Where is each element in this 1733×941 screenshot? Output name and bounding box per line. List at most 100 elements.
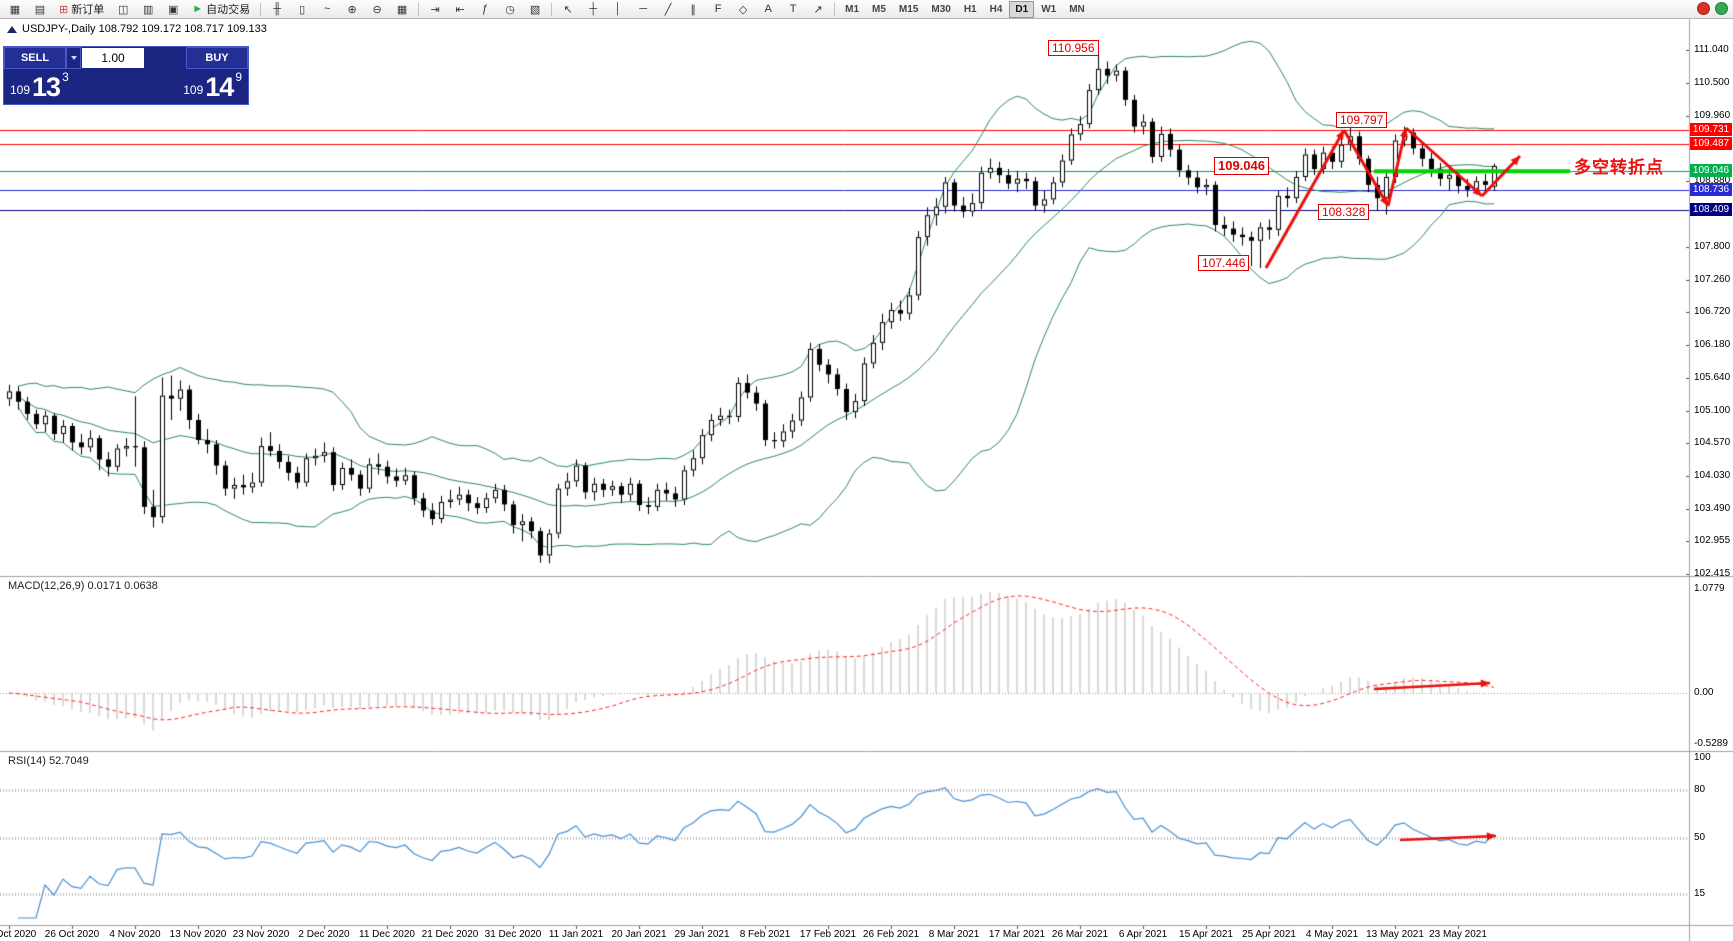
text-label-button[interactable]: T: [781, 0, 805, 18]
date-axis-label: 29 Jan 2021: [674, 929, 730, 940]
candlestick-mode-button[interactable]: ▯: [290, 0, 314, 18]
price-annotation[interactable]: 109.797: [1336, 112, 1388, 128]
date-axis-label: 21 Dec 2020: [421, 929, 479, 940]
price-annotation[interactable]: 108.328: [1318, 204, 1370, 220]
cursor-button[interactable]: ↖: [556, 0, 580, 18]
bar-chart-mode-button[interactable]: ╫: [265, 0, 289, 18]
text-icon: A: [764, 3, 772, 15]
date-axis-label: 4 May 2021: [1305, 929, 1359, 940]
text-button[interactable]: A: [756, 0, 780, 18]
rsi-axis-tick: 50: [1694, 832, 1706, 843]
price-axis-tick: 104.030: [1694, 469, 1731, 481]
indicators-list-button[interactable]: ƒ: [473, 0, 497, 18]
date-axis-label: 17 Feb 2021: [799, 929, 857, 940]
bar-chart-mode-icon: ╫: [273, 3, 281, 15]
timeframe-M1-button[interactable]: M1: [845, 3, 860, 15]
auto-scroll-icon: ⇥: [430, 3, 440, 16]
chart-shift-button[interactable]: ⇤: [448, 0, 472, 18]
community-icon[interactable]: [1697, 2, 1710, 15]
rsi-axis-tick: 100: [1694, 752, 1711, 763]
toolbar: ▦ ▤ ⊞ 新订单 ◫ ▥ ▣ ► 自动交易 ╫ ▯ ~ ⊕ ⊖ ▦ ⇥ ⇤ ƒ ◷ ▧ ↖ ┼ │ ─ ╱ ∥ F ◇ A T ↗ M1 M5…: [0, 0, 1733, 19]
timeframe-H1-button[interactable]: H1: [963, 3, 977, 15]
buy-button[interactable]: BUY: [186, 47, 248, 69]
line-chart-mode-button[interactable]: ~: [315, 0, 339, 18]
periods-icon: ◷: [505, 3, 515, 16]
timeframe-M30-button[interactable]: M30: [931, 3, 951, 15]
crosshair-button[interactable]: ┼: [581, 0, 605, 18]
data-window-button[interactable]: ▥: [136, 0, 160, 18]
date-axis-label: 23 May 2021: [1429, 929, 1487, 940]
macd-axis-tick: 0.00: [1694, 687, 1714, 698]
price-annotation[interactable]: 107.446: [1198, 255, 1250, 271]
rsi-indicator-label: RSI(14) 52.7049: [8, 755, 89, 767]
volume-input[interactable]: [82, 48, 144, 68]
new-chart-icon: ▦: [9, 3, 21, 16]
buy-price[interactable]: 109 14 9: [183, 69, 242, 104]
fibonacci-retracement-button[interactable]: F: [706, 0, 730, 18]
arrow-objects-button[interactable]: ↗: [806, 0, 830, 18]
trendline-button[interactable]: ╱: [656, 0, 680, 18]
window-separator[interactable]: [0, 574, 1733, 578]
new-order-label: 新订单: [71, 4, 105, 16]
zoom-in-button[interactable]: ⊕: [340, 0, 364, 18]
date-axis-label: 26 Feb 2021: [862, 929, 920, 940]
chart-profiles-button[interactable]: ▤: [28, 0, 52, 18]
tile-windows-button[interactable]: ▦: [390, 0, 414, 18]
date-axis-label: 13 May 2021: [1366, 929, 1424, 940]
equidistant-channel-button[interactable]: ∥: [681, 0, 705, 18]
cursor-icon: ↖: [563, 3, 573, 16]
macd-axis-tick: 1.0779: [1694, 582, 1725, 594]
rsi-axis-tick: 80: [1694, 784, 1706, 795]
vertical-line-icon: │: [614, 3, 622, 15]
horizontal-line-button[interactable]: ─: [631, 0, 655, 18]
date-axis-label: 31 Dec 2020: [484, 929, 542, 940]
toolbar-separator: [834, 2, 836, 16]
timeframe-M15-button[interactable]: M15: [898, 3, 919, 15]
timeframe-H4-button[interactable]: H4: [989, 3, 1003, 15]
chart-profiles-icon: ▤: [34, 3, 46, 16]
timeframe-D1-button[interactable]: D1: [1009, 0, 1035, 18]
turning-point-annotation: 多空转折点: [1574, 158, 1664, 177]
timeframe-MN-button[interactable]: MN: [1069, 3, 1085, 15]
price-annotation[interactable]: 109.046: [1214, 157, 1269, 175]
window-separator[interactable]: [0, 923, 1733, 927]
strategy-tester-icon: ▣: [168, 3, 179, 16]
market-watch-button[interactable]: ◫: [111, 0, 135, 18]
data-window-icon: ▥: [143, 3, 154, 16]
crosshair-icon: ┼: [589, 3, 597, 15]
date-axis-label: 20 Jan 2021: [611, 929, 667, 940]
fibonacci-retracement-icon: F: [714, 3, 722, 15]
timeframe-M5-button[interactable]: M5: [872, 3, 886, 15]
one-click-collapse-icon[interactable]: [7, 26, 17, 33]
sell-price[interactable]: 109 13 3: [10, 69, 69, 104]
strategy-tester-button[interactable]: ▣: [161, 0, 185, 18]
date-axis-label: 8 Feb 2021: [739, 929, 791, 940]
connection-status-icon[interactable]: [1715, 2, 1728, 15]
buy-price-point: 9: [235, 70, 242, 84]
new-chart-button[interactable]: ▦: [3, 0, 27, 18]
sell-button[interactable]: SELL: [4, 47, 66, 69]
date-axis-label: 6 Apr 2021: [1118, 929, 1168, 940]
date-axis-label: 13 Nov 2020: [169, 929, 227, 940]
vertical-line-button[interactable]: │: [606, 0, 630, 18]
window-separator[interactable]: [0, 749, 1733, 753]
text-label-icon: T: [789, 3, 797, 15]
templates-button[interactable]: ▧: [523, 0, 547, 18]
auto-trading-button[interactable]: ► 自动交易: [186, 0, 256, 18]
zoom-out-button[interactable]: ⊖: [365, 0, 389, 18]
price-axis-tick: 105.640: [1694, 372, 1731, 384]
volume-dropdown[interactable]: [66, 47, 81, 69]
auto-scroll-button[interactable]: ⇥: [423, 0, 447, 18]
periods-button[interactable]: ◷: [498, 0, 522, 18]
chart-shift-icon: ⇤: [455, 3, 465, 16]
market-watch-icon: ◫: [118, 3, 129, 16]
auto-trading-icon: ►: [192, 3, 204, 15]
new-order-button[interactable]: ⊞ 新订单: [53, 0, 110, 18]
timeframe-W1-button[interactable]: W1: [1041, 3, 1057, 15]
price-axis-tick: 105.100: [1694, 404, 1731, 416]
price-level-label: 109.487: [1690, 137, 1732, 151]
price-axis-tick: 111.040: [1694, 44, 1729, 55]
price-annotation[interactable]: 110.956: [1048, 40, 1099, 56]
shapes-button[interactable]: ◇: [731, 0, 755, 18]
